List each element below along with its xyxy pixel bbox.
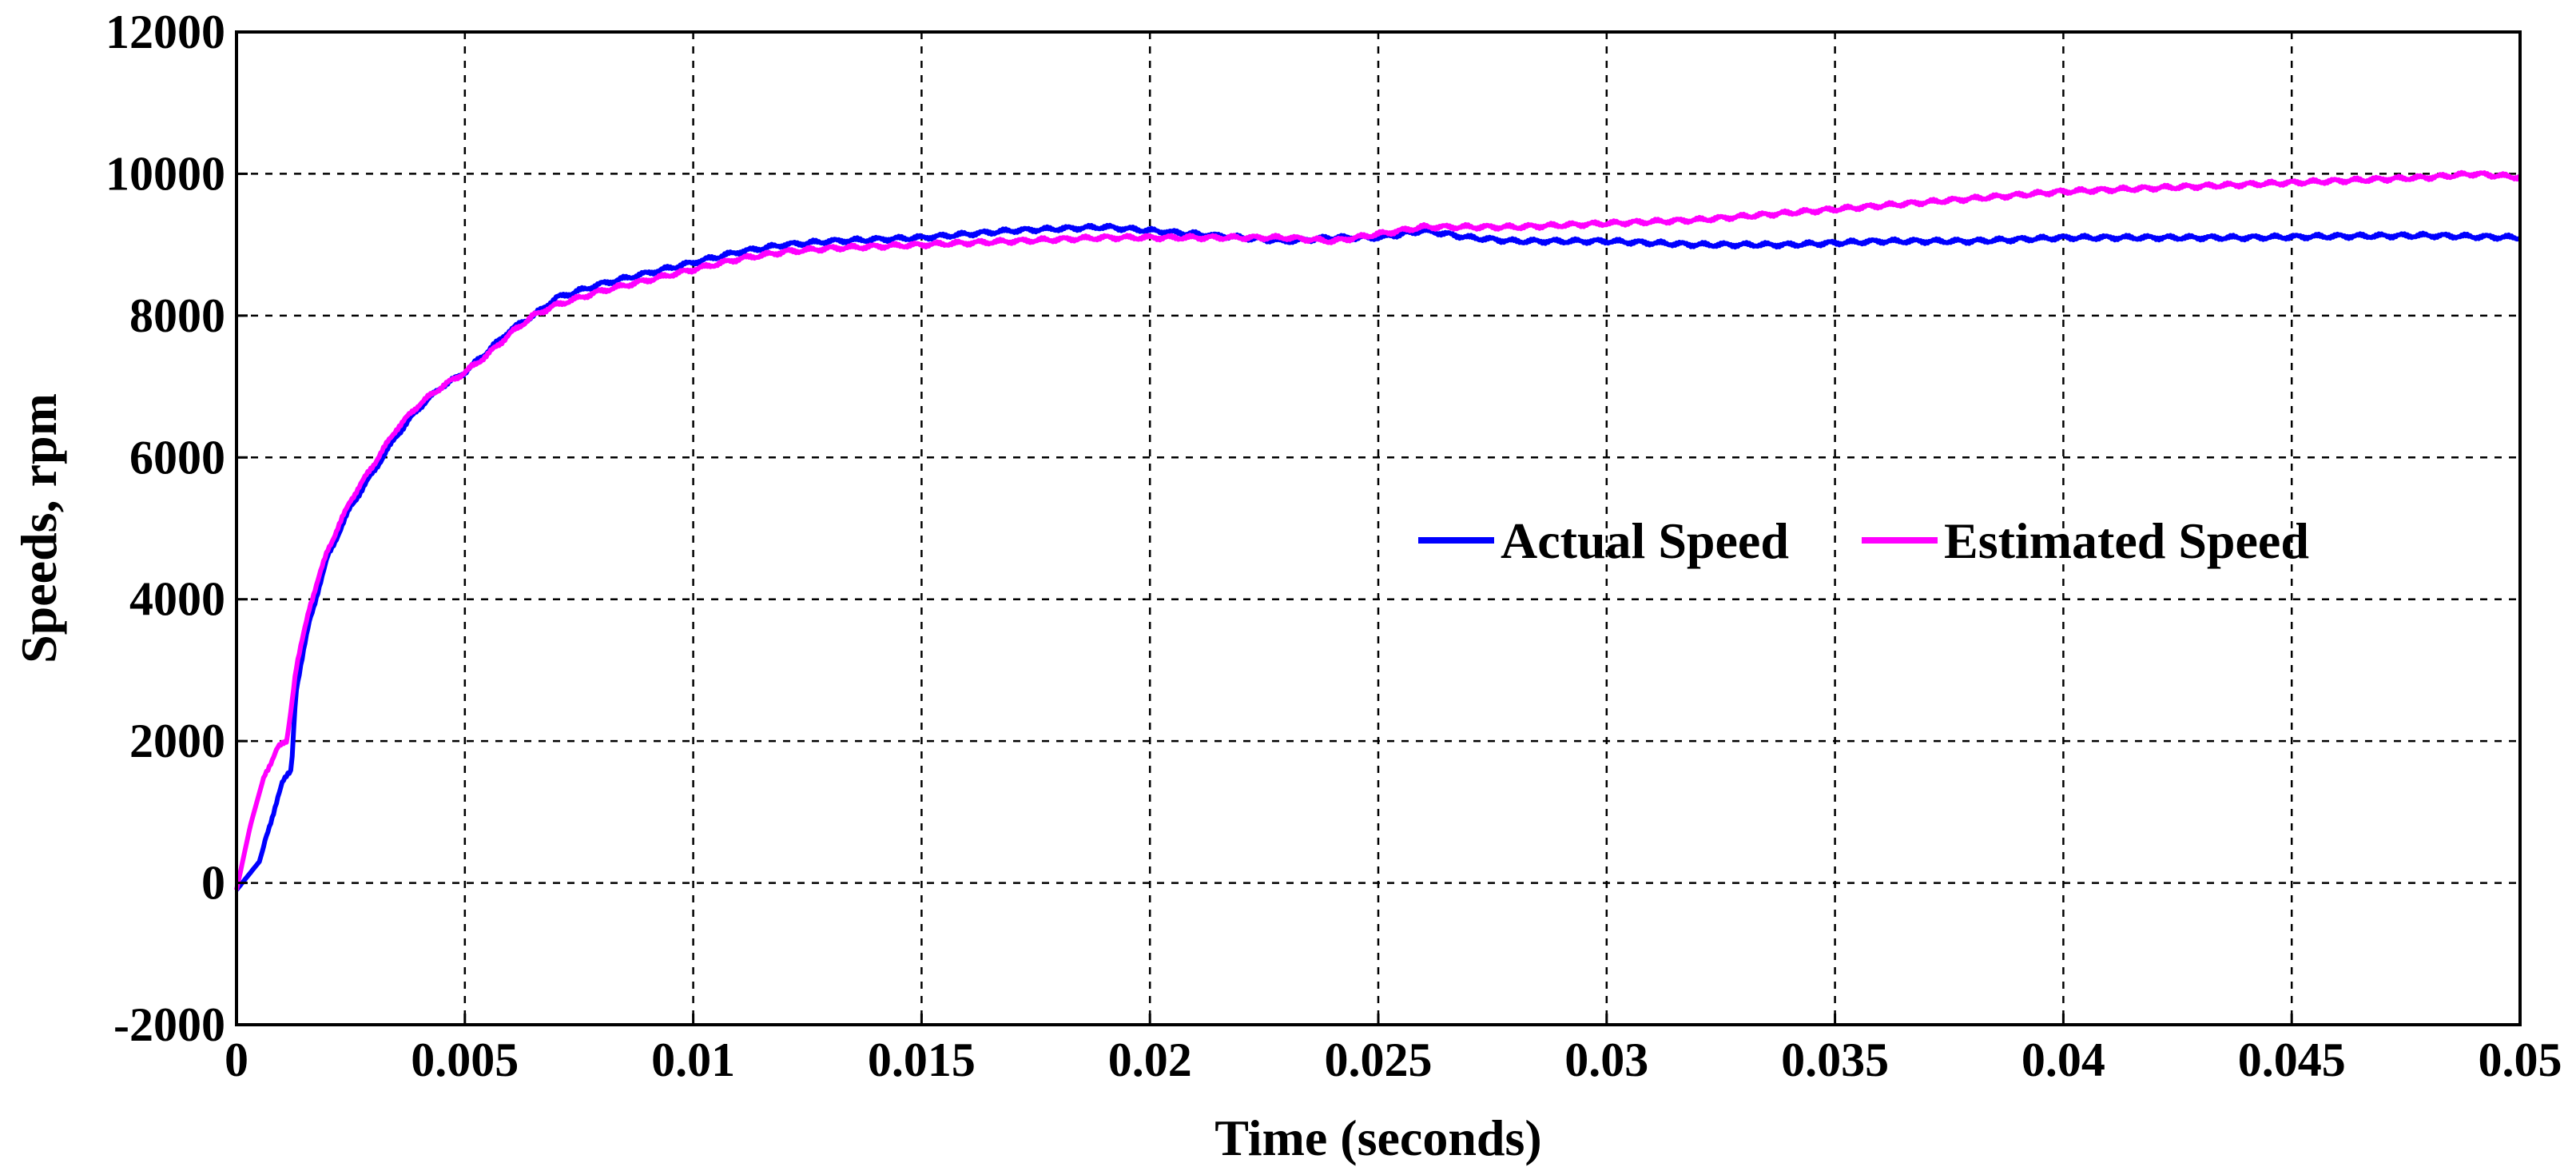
- series-group: [234, 169, 2522, 892]
- x-tick-label: 0.04: [2021, 1034, 2105, 1086]
- x-tick-label: 0.035: [1781, 1034, 1889, 1086]
- axis-labels: Time (seconds) Speeds, rpm: [10, 393, 1542, 1166]
- x-tick-label: 0.025: [1325, 1034, 1433, 1086]
- legend-label-estimated-speed: Estimated Speed: [1944, 512, 2309, 569]
- y-tick-label: -2000: [113, 998, 225, 1051]
- series-line-actual-speed: [234, 222, 2522, 892]
- x-tick-label: 0: [225, 1034, 248, 1086]
- y-tick-label: 0: [201, 857, 225, 910]
- x-tick-label: 0.02: [1108, 1034, 1192, 1086]
- series-line-estimated-speed: [234, 169, 2522, 891]
- x-axis-label: Time (seconds): [1214, 1109, 1541, 1166]
- y-tick-label: 2000: [129, 715, 225, 767]
- grid: [237, 32, 2520, 1025]
- x-tick-label: 0.05: [2479, 1034, 2562, 1086]
- legend: Actual Speed Estimated Speed: [1418, 512, 2309, 569]
- x-tick-label: 0.03: [1564, 1034, 1648, 1086]
- y-tick-label: 8000: [129, 289, 225, 342]
- y-tick-label: 4000: [129, 573, 225, 626]
- y-tick-label: 10000: [105, 147, 225, 200]
- y-tick-label: 6000: [129, 431, 225, 484]
- x-tick-label: 0.015: [868, 1034, 976, 1086]
- y-tick-label: 12000: [105, 6, 225, 58]
- legend-label-actual-speed: Actual Speed: [1501, 512, 1789, 569]
- y-axis-label: Speeds, rpm: [10, 393, 67, 663]
- axis-ticks: 0 0.005 0.01 0.015 0.02 0.025 0.03 0.035 0.04 0.0…: [105, 6, 2562, 1086]
- x-tick-label: 0.005: [411, 1034, 519, 1086]
- x-tick-label: 0.01: [651, 1034, 735, 1086]
- x-tick-label: 0.045: [2238, 1034, 2346, 1086]
